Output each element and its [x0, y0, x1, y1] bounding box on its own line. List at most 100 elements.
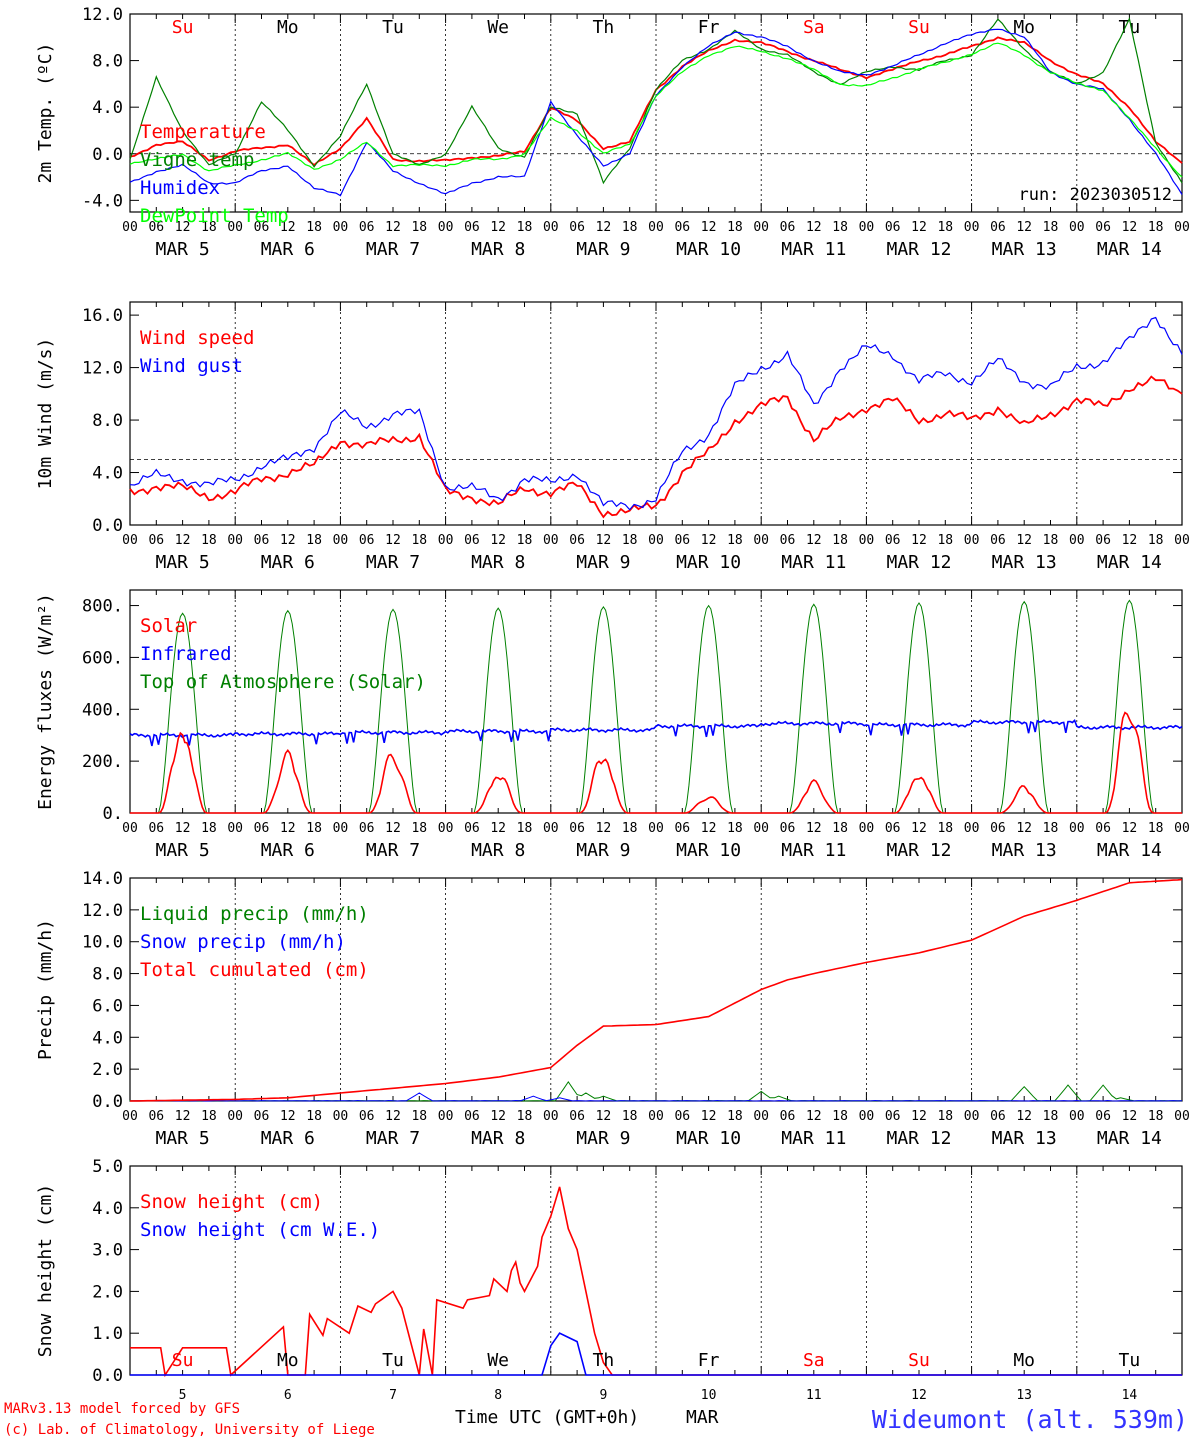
y-tick-label: 0.0	[92, 145, 123, 165]
y-tick-label: 1.0	[92, 1324, 123, 1344]
date-label: MAR 12	[886, 552, 951, 573]
hour-tick-label: 06	[1095, 1109, 1111, 1124]
y-tick-label: 14.0	[82, 869, 123, 889]
date-label: MAR 7	[366, 552, 420, 573]
y-tick-label: 12.0	[82, 901, 123, 921]
y-tick-label: 2.0	[92, 1282, 123, 1302]
y-tick-label: 0.0	[92, 516, 123, 536]
hour-tick-label: 00	[543, 220, 559, 235]
model-credit: MARv3.13 model forced by GFS	[4, 1401, 240, 1417]
hour-tick-label: 12	[175, 220, 191, 235]
hour-tick-label: 12	[1122, 220, 1138, 235]
hour-tick-label: 00	[333, 533, 349, 548]
hour-tick-label: 06	[885, 220, 901, 235]
date-label: MAR 9	[576, 1128, 630, 1149]
y-axis-label: 10m Wind (m/s)	[35, 338, 56, 490]
weekday-label: Tu	[1119, 1350, 1141, 1371]
hour-tick-label: 06	[569, 533, 585, 548]
weekday-label: Tu	[382, 17, 404, 38]
hour-tick-label: 18	[727, 533, 743, 548]
hour-tick-label: 06	[674, 220, 690, 235]
hour-tick-label: 06	[148, 1109, 164, 1124]
date-label: MAR 9	[576, 840, 630, 861]
hour-tick-label: 06	[254, 821, 270, 836]
hour-tick-label: 12	[806, 821, 822, 836]
hour-tick-label: 00	[122, 1109, 138, 1124]
y-axis-label: Snow height (cm)	[35, 1184, 56, 1357]
hour-tick-label: 06	[990, 533, 1006, 548]
hour-tick-label: 00	[1069, 821, 1085, 836]
hour-tick-label: 18	[727, 220, 743, 235]
y-tick-label: 200.	[82, 752, 123, 772]
hour-tick-label: 12	[385, 821, 401, 836]
date-label: MAR 14	[1097, 239, 1162, 260]
date-label: MAR 7	[366, 1128, 420, 1149]
hour-tick-label: 06	[569, 1109, 585, 1124]
hour-tick-label: 00	[859, 533, 875, 548]
panel-temperature: -4.0 0.0 4.0 8.0 12.0 2m Temp. (ºC) 00 06 12 18 00…	[35, 5, 1190, 260]
weekday-label: We	[487, 17, 509, 38]
legend-entry: Temperature	[140, 121, 266, 143]
hour-tick-label: 18	[1043, 533, 1059, 548]
date-label: MAR 5	[156, 239, 210, 260]
day-number-label: 11	[806, 1388, 822, 1403]
series-line	[129, 375, 1183, 519]
hour-tick-label: 00	[438, 220, 454, 235]
hour-tick-label: 12	[806, 220, 822, 235]
date-label: MAR 11	[781, 840, 846, 861]
hour-tick-label: 18	[201, 220, 217, 235]
hour-tick-label: 00	[753, 533, 769, 548]
hour-tick-label: 12	[596, 533, 612, 548]
y-tick-label: 10.0	[82, 933, 123, 953]
series-line	[130, 1332, 1182, 1376]
plot-frame	[129, 13, 1183, 213]
hour-tick-label: 00	[648, 220, 664, 235]
y-tick-label: 3.0	[92, 1241, 123, 1261]
hour-tick-label: 18	[306, 220, 322, 235]
hour-tick-label: 18	[937, 220, 953, 235]
y-tick-label: 4.0	[92, 1028, 123, 1048]
hour-tick-label: 00	[1069, 1109, 1085, 1124]
legend-entry: Total cumulated (cm)	[140, 959, 369, 981]
legend-entry: Liquid precip (mm/h)	[140, 903, 369, 925]
date-label: MAR 12	[886, 840, 951, 861]
legend-entry: Solar	[140, 615, 197, 637]
y-tick-label: 12.0	[82, 359, 123, 379]
weekday-label: Tu	[382, 1350, 404, 1371]
date-label: MAR 14	[1097, 552, 1162, 573]
series-line	[129, 316, 1183, 511]
day-number-label: 5	[179, 1388, 187, 1403]
y-tick-label: 6.0	[92, 996, 123, 1016]
date-label: MAR 9	[576, 552, 630, 573]
hour-tick-label: 00	[648, 1109, 664, 1124]
date-label: MAR 10	[676, 239, 741, 260]
hour-tick-label: 12	[1016, 821, 1032, 836]
y-axis-label: 2m Temp. (ºC)	[35, 43, 56, 184]
weekday-label: Mo	[277, 17, 299, 38]
day-number-label: 13	[1016, 1388, 1032, 1403]
hour-tick-label: 06	[1095, 821, 1111, 836]
date-label: MAR 11	[781, 1128, 846, 1149]
hour-tick-label: 18	[201, 821, 217, 836]
legend-entry: Top of Atmosphere (Solar)	[140, 671, 426, 693]
hour-tick-label: 00	[227, 821, 243, 836]
weekday-label: Mo	[1013, 17, 1035, 38]
hour-tick-label: 18	[306, 1109, 322, 1124]
date-label: MAR 11	[781, 239, 846, 260]
series-line	[129, 718, 1183, 747]
legend-entry: Snow precip (mm/h)	[140, 931, 346, 953]
hour-tick-label: 00	[543, 1109, 559, 1124]
date-label: MAR 13	[992, 239, 1057, 260]
hour-tick-label: 12	[175, 533, 191, 548]
hour-tick-label: 12	[280, 533, 296, 548]
date-label: MAR 10	[676, 1128, 741, 1149]
series-line	[129, 16, 1183, 185]
hour-tick-label: 12	[1016, 533, 1032, 548]
date-label: MAR 6	[261, 1128, 315, 1149]
hour-tick-label: 12	[911, 220, 927, 235]
hour-tick-label: 06	[359, 1109, 375, 1124]
x-axis-month: MAR	[686, 1407, 719, 1428]
date-label: MAR 13	[992, 840, 1057, 861]
hour-tick-label: 18	[411, 533, 427, 548]
weekday-label: Tu	[1119, 17, 1141, 38]
